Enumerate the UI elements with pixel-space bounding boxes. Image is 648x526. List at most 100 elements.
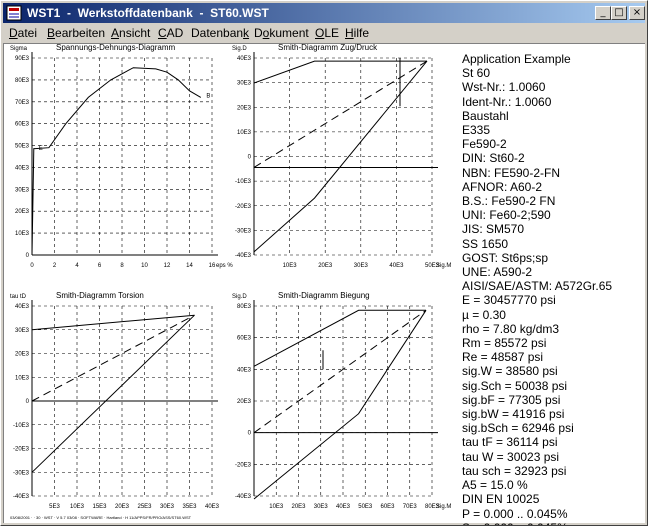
y-tick-label: 30E3 [237,81,252,87]
y-tick-label: 0 [248,155,252,161]
series-line [31,314,195,402]
series-line [31,67,202,256]
x-axis-label: eps % [216,263,233,269]
x-tick-label: 80E3 [425,504,440,510]
info-line: UNE: A590-2 [462,265,533,280]
y-tick-label: -20E3 [13,447,30,453]
info-line: NBN: FE590-2-FN [462,165,561,180]
y-tick-label: -30E3 [13,470,30,476]
x-tick-label: 70E3 [403,504,418,510]
x-tick-label: 50E3 [425,263,440,269]
menu-hilfe[interactable]: Hilfe [345,26,370,40]
info-line: DIN: St60-2 [462,151,525,166]
x-tick-label: 12 [164,263,171,269]
x-axis-label: Sig.M [436,263,451,269]
menu-datenbank[interactable]: Datenbank [191,26,250,40]
smith-diagram-bending: Smith-Diagramm Biegung Sig.D Sig.M -40E3 -20… [232,291,451,510]
footer-text: 03/08/2001 · · 30 · WST · V 5.7 03/08 · … [10,515,192,520]
x-tick-label: 20E3 [291,504,306,510]
x-tick-label: 50E3 [358,504,373,510]
info-line: sig.bW = 41916 psi [462,407,565,422]
info-line: DIN EN 10025 [462,492,540,507]
info-line: B.S.: Fe590-2 FN [462,194,556,209]
y-axis-label: tau tD [10,294,27,300]
y-tick-label: -10E3 [13,423,30,429]
close-button[interactable]: × [629,6,645,20]
info-line: GOST: St6ps;sp [462,250,549,265]
smith-diagram-torsion: Smith-Diagramm Torsion tau tD -40E3 -30E3 -2… [10,291,220,510]
chart-title: Smith-Diagramm Torsion [56,291,144,300]
menu-bar: Datei Bearbeiten Ansicht CAD Datenbank D… [3,24,645,42]
info-line: sig.bF = 77305 psi [462,392,561,407]
x-tick-label: 14 [186,263,193,269]
y-tick-label: 30E3 [15,328,30,334]
y-tick-label: 20E3 [237,399,252,405]
x-tick-label: 10 [141,263,148,269]
y-tick-label: 10E3 [15,231,30,237]
info-line: rho = 7.80 kg/dm3 [462,321,560,336]
info-line: Baustahl [462,108,509,123]
y-tick-label: 20E3 [237,105,252,111]
y-axis-label: Sig.D [232,46,247,52]
menu-datei[interactable]: Datei [9,26,38,40]
y-tick-label: 90E3 [15,56,30,62]
y-tick-label: -40E3 [235,253,252,259]
info-line: Fe590-2 [462,137,507,152]
x-tick-label: 20E3 [115,504,130,510]
y-tick-label: 70E3 [15,100,30,106]
y-tick-label: 60E3 [15,122,30,128]
y-tick-label: -40E3 [13,494,30,500]
series-line [31,314,195,473]
info-line: µ = 0.30 [462,307,506,322]
y-tick-label: 40E3 [237,56,252,62]
info-line: St 60 [462,66,491,81]
y-axis-label: Sig.D [232,294,247,300]
series-line [253,309,426,367]
y-tick-label: -30E3 [235,228,252,234]
menu-ansicht[interactable]: Ansicht [111,26,151,40]
y-tick-label: -40E3 [235,494,252,500]
menu-cad[interactable]: CAD [158,26,184,40]
chart-title: Spannungs-Dehnungs-Diagramm [56,44,176,52]
x-tick-label: 10E3 [269,504,284,510]
series-line [31,314,195,331]
y-tick-label: -10E3 [235,179,252,185]
title-bar[interactable]: WST1 - Werkstoffdatenbank - ST60.WST _ □… [3,3,645,23]
info-line: sig.Sch = 50038 psi [462,378,568,393]
x-tick-label: 30E3 [354,263,369,269]
x-tick-label: 60E3 [380,504,395,510]
y-tick-label: -20E3 [235,462,252,468]
x-tick-label: 30E3 [314,504,329,510]
smith-diagram-tension-compression: Smith-Diagramm Zug/Druck Sig.D Sig.M -40E3 -… [232,44,451,269]
menu-ole[interactable]: OLE [315,26,340,40]
y-axis-label: Sigma [10,46,28,52]
chart-title: Smith-Diagramm Biegung [278,291,370,300]
y-tick-label: 80E3 [237,304,252,310]
minimize-button[interactable]: _ [595,6,611,20]
y-tick-label: 40E3 [15,304,30,310]
menu-bearbeiten[interactable]: Bearbeiten [47,26,106,40]
info-line: sig.W = 38580 psi [462,364,558,379]
y-tick-label: -20E3 [235,204,252,210]
x-tick-label: 25E3 [137,504,152,510]
menu-dokument[interactable]: Dokument [254,26,309,40]
maximize-button[interactable]: □ [611,6,627,20]
info-line: tau sch = 32923 psi [462,463,567,478]
series-line [253,60,428,168]
series-line [253,310,427,500]
series-line [253,60,427,84]
x-tick-label: 8 [120,263,124,269]
y-tick-label: 30E3 [15,187,30,193]
info-line: P = 0.000 .. 0.045% [462,506,568,521]
x-tick-label: 35E3 [182,504,197,510]
stress-strain-diagram: Spannungs-Dehnungs-Diagramm Sigma eps % 0 10… [10,44,233,269]
x-tick-label: 40E3 [205,504,220,510]
y-tick-label: 0 [248,431,252,437]
info-line: E335 [462,123,491,138]
y-tick-label: 0 [26,253,30,259]
y-tick-label: 20E3 [15,209,30,215]
y-tick-label: 20E3 [15,352,30,358]
info-line: sig.bSch = 62946 psi [462,421,574,436]
info-line: Rm = 85572 psi [462,336,547,351]
